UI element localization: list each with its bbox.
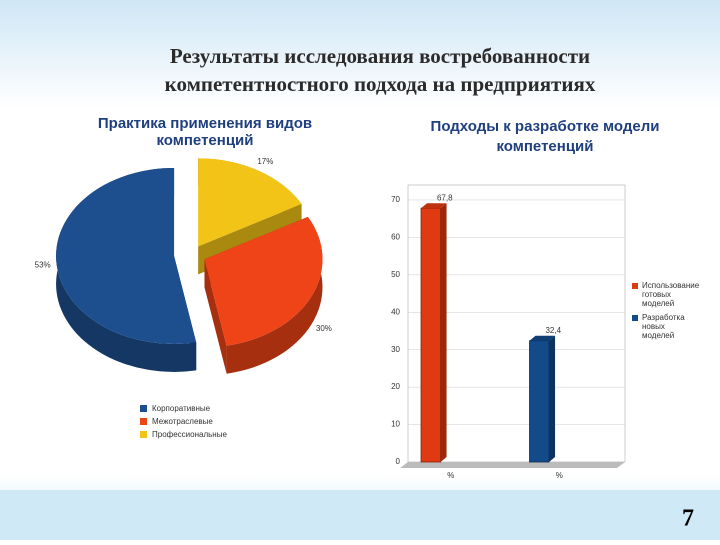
title: Результаты исследования востребованности [170,44,590,68]
floor [400,462,625,468]
y-tick-label: 60 [391,233,400,242]
y-tick-label: 40 [391,307,400,316]
title: компетентностного подхода на предприятия… [165,72,596,96]
slice [56,167,197,344]
slice-side [198,158,302,275]
legend-label: Разработка новых моделей [642,313,685,340]
y-tick-label: 70 [391,195,400,204]
y-tick-label: 30 [391,345,400,354]
legend-swatch [140,405,147,412]
legend-label: Профессиональные [152,430,227,439]
panel [40,112,370,152]
data-label: 30% [316,324,332,333]
legend-label: Использование готовых моделей [642,281,700,308]
bar [529,340,550,463]
chart-title: Практика применения видов компетенций [98,115,312,149]
legend-swatch [140,431,147,438]
panel [395,112,695,157]
bar-top [529,335,556,341]
data-label: 67,8 [437,193,453,202]
slice-rim [226,216,323,374]
slice [198,158,302,247]
bar [420,207,441,463]
slice [204,216,323,346]
page-number: 7 [682,506,694,532]
bar-side [549,335,556,462]
legend-swatch [632,315,638,321]
legend-swatch [140,418,147,425]
y-tick-label: 50 [391,270,400,279]
legend-swatch [632,283,638,289]
y-tick-label: 10 [391,420,400,429]
data-label: 17% [257,157,273,166]
footer-band [0,490,720,540]
legend-label: Межотраслевые [152,417,213,426]
data-label: 53% [35,260,51,269]
y-tick-label: 20 [391,382,400,391]
x-tick-label: % [556,471,563,480]
bar-top [421,203,447,209]
x-tick-label: % [447,471,454,480]
data-label: 32,4 [545,326,561,335]
bar-side [440,203,447,462]
legend-label: Корпоративные [152,404,211,413]
chart-title: Подходы к разработке модели компетенций [431,118,660,155]
y-tick-label: 0 [396,457,401,466]
